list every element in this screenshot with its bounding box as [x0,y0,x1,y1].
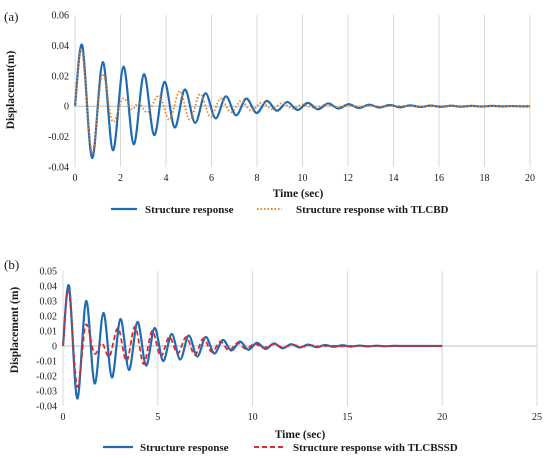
y-axis-label: Displacemnt(m) [5,51,17,130]
x-tick-label: 25 [532,412,542,423]
panel-label-a: (a) [4,9,18,24]
series-lines [61,284,443,400]
y-tick-label: -0.04 [48,163,69,174]
legend-label: Structure response [140,442,229,454]
y-tick-label: 0.04 [52,41,70,52]
x-tick-label: 16 [434,173,444,184]
y-tick-label: 0.02 [52,71,70,82]
panel-a: (a) Displacemnt(m) Time (sec) 0 2 4 6 8 10 12 1… [4,9,535,216]
legend-label: Structure response with TLCBSSD [293,442,458,454]
legend-label: Structure response [145,204,234,216]
legend: Structure response Structure response wi… [103,442,458,454]
x-tick-label: 4 [164,173,169,184]
x-tick-label: 5 [155,412,160,423]
y-tick-label: 0 [52,342,57,353]
x-tick-label: 8 [255,173,260,184]
x-axis-label: Time (sec) [275,429,326,441]
x-tick-label: 12 [343,173,353,184]
x-tick-label: 20 [525,173,535,184]
x-tick-label: 6 [209,173,214,184]
series-lines [73,43,531,159]
x-tick-label: 20 [437,412,447,423]
tick-group: 0 5 10 15 20 25 -0.04 -0.03 -0.02 -0.01 0 0.01 0.02 0… [36,267,542,424]
x-tick-label: 15 [342,412,352,423]
x-tick-label: 14 [389,173,399,184]
legend-label: Structure response with TLCBD [296,204,449,216]
x-axis-label: Time (sec) [273,188,324,200]
series-line [62,289,443,388]
panel-b: (b) Displacement (m) Time (sec) 0 5 10 15 20… [4,257,542,454]
panel-label-b: (b) [4,257,19,272]
y-axis-label: Displacement (m) [9,287,21,374]
y-tick-label: -0.02 [36,372,57,383]
grid [74,15,531,167]
y-tick-label: 0.04 [40,282,58,293]
series-line [74,48,531,153]
y-tick-label: -0.04 [36,402,57,413]
x-tick-label: 2 [118,173,123,184]
tick-group: 0 2 4 6 8 10 12 14 16 18 20 -0.04 -0.02 0 0.02 0.04 0.06 [48,11,535,185]
x-tick-label: 18 [480,173,490,184]
y-tick-label: -0.01 [36,357,57,368]
y-tick-label: -0.03 [36,387,57,398]
y-tick-label: 0.02 [40,312,58,323]
y-tick-label: 0.06 [52,11,70,22]
y-tick-label: 0 [64,102,69,113]
y-tick-label: 0.03 [40,297,58,308]
y-tick-label: 0.05 [40,267,58,278]
x-tick-label: 10 [298,173,308,184]
y-tick-label: -0.02 [48,132,69,143]
x-tick-label: 10 [248,412,258,423]
x-tick-label: 0 [61,412,66,423]
legend: Structure response Structure response wi… [111,204,449,216]
y-tick-label: 0.01 [40,327,58,338]
x-tick-label: 0 [73,173,78,184]
